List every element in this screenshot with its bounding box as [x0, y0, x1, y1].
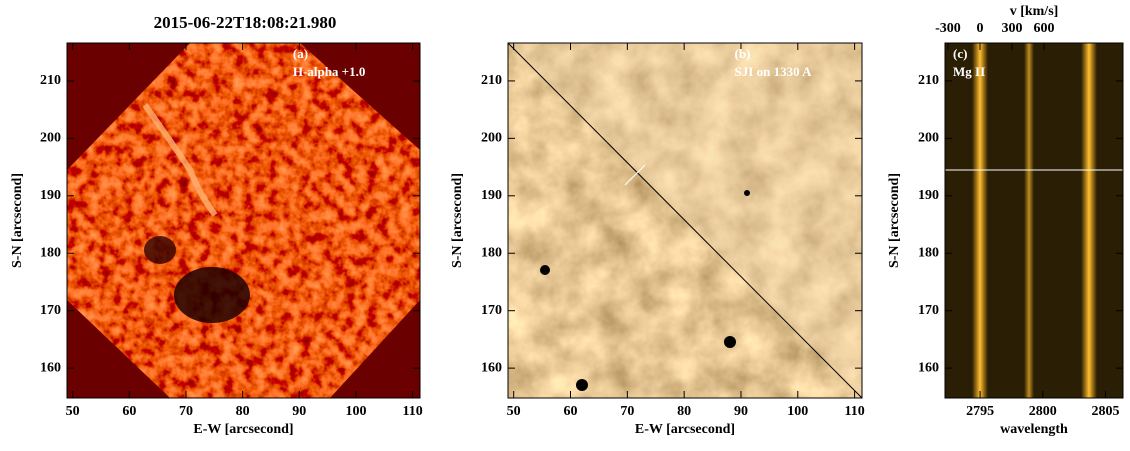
x-tick-label: 90	[292, 404, 306, 419]
y-tick-label: 160	[481, 360, 502, 375]
panel-annotation: (b)	[735, 46, 751, 61]
x-tick-label: 60	[564, 404, 578, 419]
y-tick-label: 200	[918, 131, 939, 146]
y-tick-label: 210	[40, 73, 61, 88]
x-tick-label: 80	[236, 404, 250, 419]
y-tick-label: 180	[40, 245, 61, 260]
x2-tick-label: 600	[1033, 21, 1054, 36]
y-axis-label: S-N [arcsecond]	[887, 173, 902, 268]
x-tick-label: 100	[345, 404, 366, 419]
plot-frame	[66, 42, 421, 399]
y-tick-label: 200	[40, 131, 61, 146]
x-tick-label: 50	[66, 404, 80, 419]
y-tick-label: 200	[481, 131, 502, 146]
x-tick-label: 50	[507, 404, 521, 419]
x2-axis-label: v [km/s]	[1010, 4, 1059, 19]
x-axis-label: wavelength	[1000, 422, 1068, 437]
panel-annotation: H-alpha +1.0	[293, 64, 365, 79]
y-axis-label: S-N [arcsecond]	[10, 173, 25, 268]
x-tick-label: 70	[620, 404, 634, 419]
y-tick-label: 160	[918, 360, 939, 375]
y-tick-label: 170	[918, 303, 939, 318]
y-tick-label: 160	[40, 360, 61, 375]
plot-frame	[944, 42, 1124, 399]
y-tick-label: 210	[918, 73, 939, 88]
y-tick-label: 190	[481, 188, 502, 203]
y-tick-label: 190	[40, 188, 61, 203]
panel-annotation: (c)	[953, 46, 967, 61]
y-tick-label: 190	[918, 188, 939, 203]
panel-annotation: (a)	[293, 46, 308, 61]
x-tick-label: 110	[403, 404, 423, 419]
panel-title: 2015-06-22T18:08:21.980	[154, 13, 337, 32]
y-tick-label: 180	[918, 245, 939, 260]
x-tick-label: 110	[844, 404, 864, 419]
x2-tick-label: 0	[976, 21, 983, 36]
y-axis-label: S-N [arcsecond]	[450, 173, 465, 268]
image-a	[67, 43, 420, 398]
x-tick-label: 70	[179, 404, 193, 419]
x-axis-label: E-W [arcsecond]	[635, 422, 735, 437]
x-axis-label: E-W [arcsecond]	[193, 422, 293, 437]
y-tick-label: 170	[481, 303, 502, 318]
panel-annotation: SJI on 1330 A	[735, 64, 813, 79]
y-tick-label: 210	[481, 73, 502, 88]
x-tick-label: 80	[677, 404, 691, 419]
x-tick-label: 2795	[966, 404, 994, 419]
image-c	[945, 43, 1123, 398]
y-tick-label: 180	[481, 245, 502, 260]
y-tick-label: 170	[40, 303, 61, 318]
image-b	[508, 43, 862, 398]
x2-tick-label: -300	[935, 21, 961, 36]
x-tick-label: 60	[122, 404, 136, 419]
x2-tick-label: 300	[1001, 21, 1022, 36]
panel-annotation: Mg II	[953, 64, 985, 79]
x-tick-label: 2800	[1029, 404, 1057, 419]
plot-frame	[507, 42, 863, 399]
x-tick-label: 100	[787, 404, 808, 419]
x-tick-label: 90	[734, 404, 748, 419]
x-tick-label: 2805	[1091, 404, 1119, 419]
